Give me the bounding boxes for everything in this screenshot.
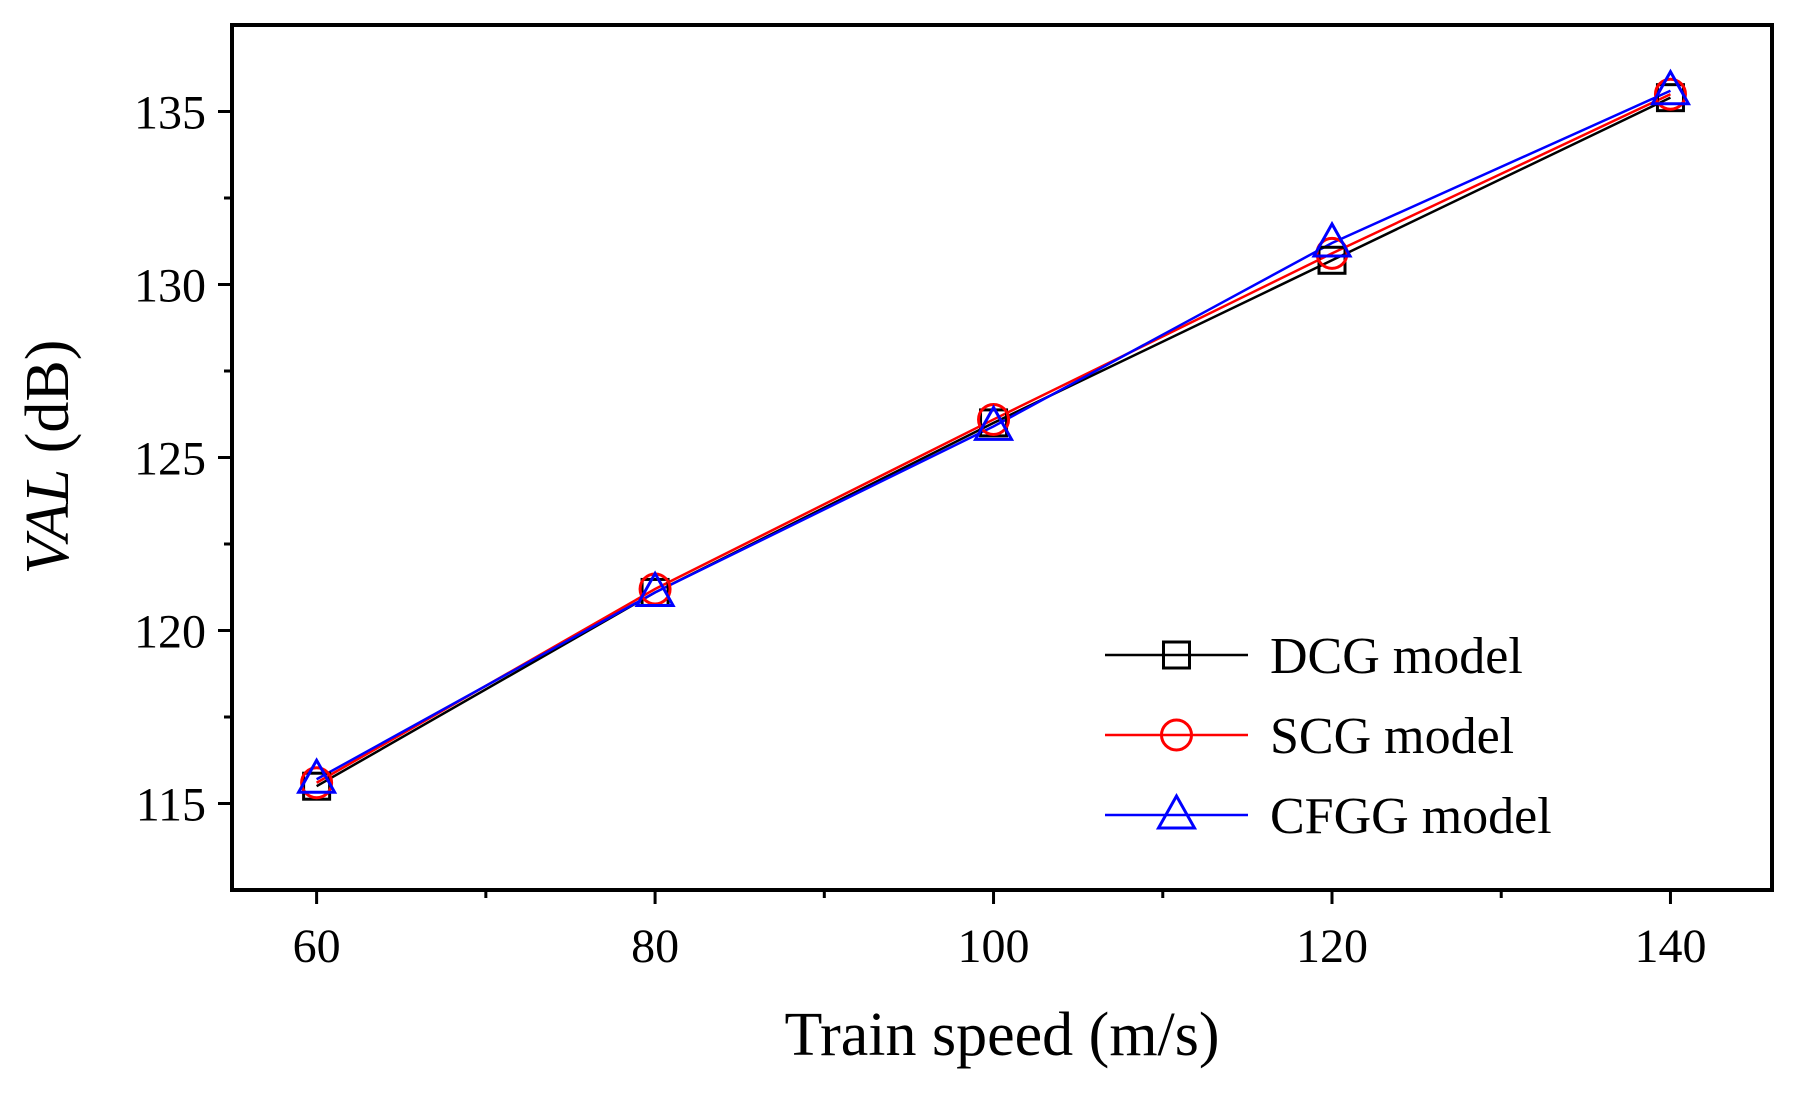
y-axis-title-variable: VAL (14, 469, 82, 575)
x-tick-label: 60 (293, 920, 341, 973)
legend-label-cfgg-model: CFGG model (1270, 788, 1552, 845)
legend-marker-dcg-model (1162, 640, 1191, 670)
legend-marker-cfgg-model (1155, 792, 1198, 830)
y-tick-label: 120 (134, 606, 206, 659)
data-point-cfgg-model (1311, 220, 1353, 258)
series-line-dcg-model (315, 96, 1672, 788)
x-tick-label: 120 (1296, 920, 1368, 973)
y-tick-label: 130 (134, 260, 206, 313)
series-lines (315, 89, 1672, 788)
series-line-cfgg-model (316, 89, 1671, 781)
data-point-cfgg-model (1649, 68, 1692, 106)
legend-marker-scg-model (1160, 718, 1193, 752)
y-tick-label: 125 (134, 433, 206, 486)
data-point-cfgg-model (634, 570, 676, 607)
data-point-scg-model (300, 766, 334, 800)
axis-ticks: 60 80 100 120 140 115 120 125 130 135 (134, 87, 1706, 974)
data-point-scg-model (1653, 77, 1687, 111)
legend-label-scg-model: SCG model (1270, 708, 1514, 765)
y-axis-title-unit: (dB) (14, 340, 82, 469)
data-point-cfgg-model (296, 757, 338, 794)
legend-label-dcg-model: DCG model (1270, 628, 1523, 685)
x-tick-label: 80 (631, 920, 679, 973)
y-tick-label: 135 (134, 87, 206, 140)
x-tick-label: 100 (958, 920, 1030, 973)
legend: DCG model SCG model CFGG model (1105, 628, 1552, 845)
y-tick-label: 115 (136, 779, 206, 832)
series-markers (296, 68, 1692, 801)
x-tick-label: 140 (1634, 920, 1706, 973)
y-axis-title: VAL (dB) (14, 340, 82, 575)
x-axis-title: Train speed (m/s) (784, 1001, 1219, 1069)
data-point-cfgg-model (972, 404, 1015, 441)
